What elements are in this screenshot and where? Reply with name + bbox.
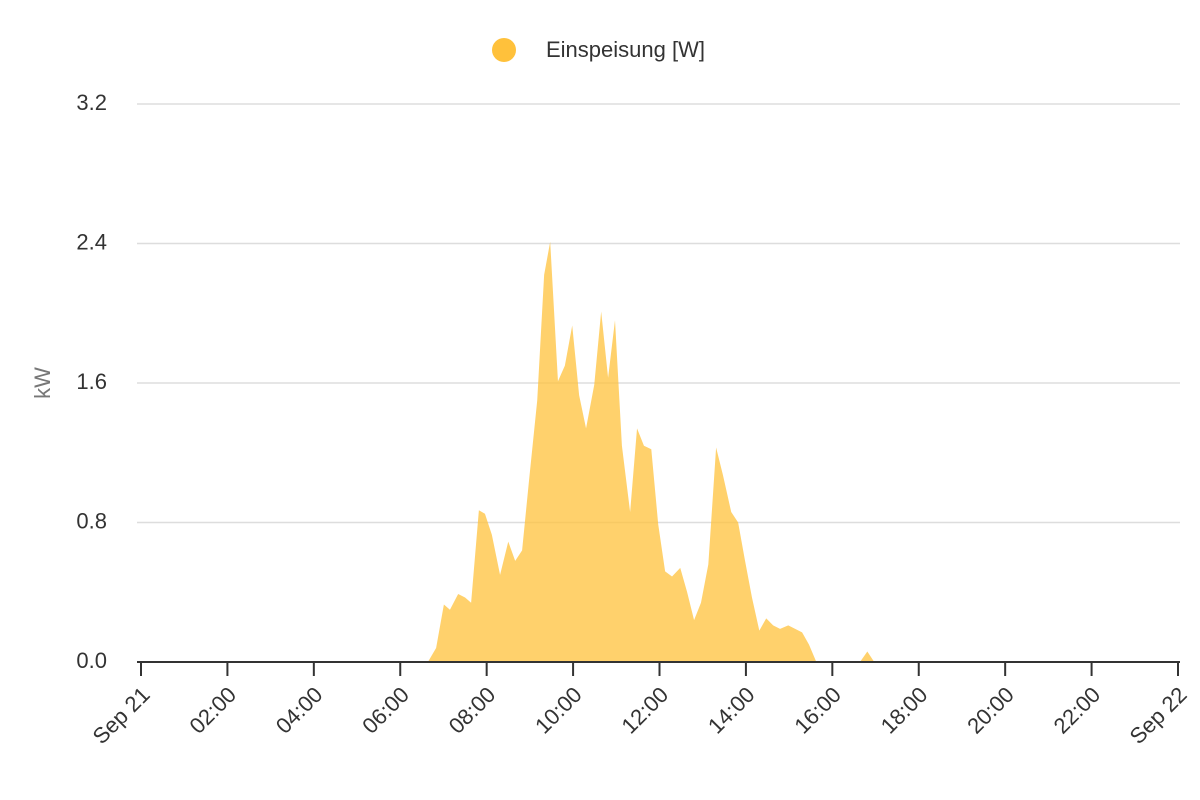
x-tick-label: Sep 22 [1125, 682, 1192, 749]
x-tick-label: 20:00 [962, 682, 1019, 739]
y-tick-label: 0.8 [76, 508, 107, 533]
y-tick-label: 1.6 [76, 369, 107, 394]
x-tick-label: 02:00 [184, 682, 241, 739]
legend-marker [492, 38, 516, 62]
y-tick-label: 2.4 [76, 229, 107, 254]
x-tick-label: Sep 21 [88, 682, 155, 749]
y-tick-label: 3.2 [76, 90, 107, 115]
x-tick-label: 10:00 [530, 682, 587, 739]
legend-label: Einspeisung [W] [546, 37, 705, 62]
y-axis-label: kW [30, 367, 55, 399]
area [427, 241, 875, 662]
x-tick-label: 04:00 [271, 682, 328, 739]
x-tick-label: 18:00 [876, 682, 933, 739]
x-tick-label: 08:00 [444, 682, 501, 739]
x-tick-label: 06:00 [357, 682, 414, 739]
x-tick-label: 14:00 [703, 682, 760, 739]
x-tick-label: 12:00 [617, 682, 674, 739]
x-tick-label: 22:00 [1049, 682, 1106, 739]
y-tick-label: 0.0 [76, 648, 107, 673]
x-tick-label: 16:00 [789, 682, 846, 739]
